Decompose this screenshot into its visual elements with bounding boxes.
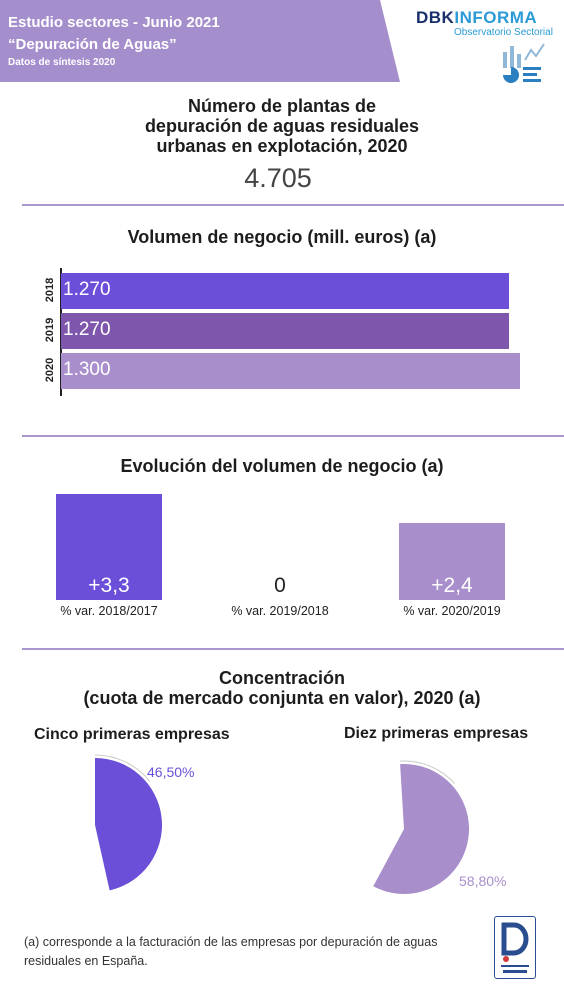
revenue-bar-value-2018: 1.270 [63,279,111,300]
study-title: Estudio sectores - Junio 2021 [8,14,220,31]
revenue-year-label-2018: 2018 [44,277,56,303]
revenue-chart-title: Volumen de negocio (mill. euros) (a) [127,227,437,247]
pie-slice-2 [373,764,469,894]
top10-label: Diez primeras empresas [344,725,529,742]
top5-label: Cinco primeras empresas [34,726,230,743]
revenue-bar-value-2019: 1.270 [63,319,111,340]
revenue-bar-value-2020: 1.300 [63,359,111,380]
evolution-value-2: 0 [274,574,286,597]
study-subject: “Depuración de Aguas” [8,36,177,53]
pie-slice-1 [95,758,162,891]
evolution-value-3: +2,4 [431,574,473,597]
section-divider [22,648,564,650]
evolution-value-1: +3,3 [88,574,130,597]
plants-title: Número de plantas de depuración de aguas… [144,96,420,156]
evolution-caption-1: % var. 2018/2017 [60,604,158,618]
concentration-title: Concentración (cuota de mercado conjunta… [83,668,481,708]
footnote: (a) corresponde a la facturación de las … [24,935,438,968]
brand-logo: DBKINFORMA [416,8,538,27]
revenue-axis [60,268,62,396]
evolution-chart-title: Evolución del volumen de negocio (a) [120,456,444,476]
evolution-caption-2: % var. 2019/2018 [231,604,329,618]
header-banner [0,0,400,82]
revenue-bar-2019 [61,313,510,349]
pie-outline-2 [399,760,456,784]
revenue-year-label-2019: 2019 [44,317,56,343]
section-divider [22,204,564,206]
bar-pie-chart-icon [503,43,545,83]
top10-share-label: 58,80% [459,873,507,889]
pie-outline-1 [94,754,151,782]
study-note: Datos de síntesis 2020 [8,57,116,68]
revenue-bar-2018 [61,273,510,309]
evolution-bar-1 [56,494,162,600]
brand-subtitle: Observatorio Sectorial [454,27,553,38]
concentration-pies [94,754,469,894]
section-divider [22,435,564,437]
revenue-bar-2020 [61,353,520,389]
evolution-bar-3 [399,522,505,600]
plants-value: 4.705 [244,163,312,193]
revenue-year-label-2020: 2020 [44,357,56,383]
top5-share-label: 46,50% [147,764,195,780]
evolution-caption-3: % var. 2020/2019 [403,604,501,618]
d-logo-badge-icon [494,916,536,979]
